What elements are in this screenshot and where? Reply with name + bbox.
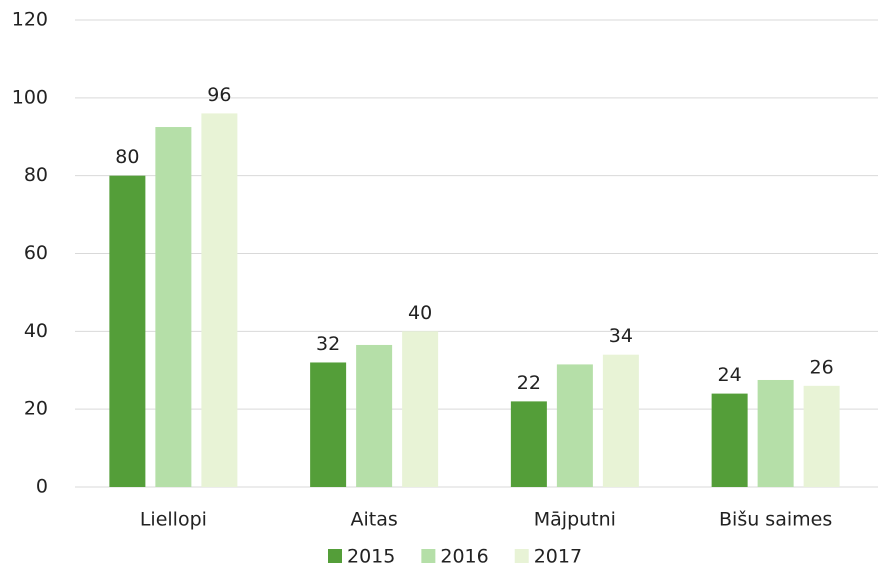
bar <box>556 364 593 487</box>
bar <box>803 385 840 487</box>
bar <box>510 401 547 487</box>
data-label: 32 <box>316 333 340 355</box>
bar <box>402 331 439 487</box>
y-tick-label: 100 <box>12 86 48 108</box>
legend-swatch <box>514 549 529 563</box>
bar <box>201 113 238 488</box>
bar <box>356 344 393 487</box>
data-label: 26 <box>810 356 834 378</box>
x-tick-label: Aitas <box>350 509 397 531</box>
data-label: 24 <box>718 364 742 386</box>
x-tick-label: Bišu saimes <box>719 509 832 531</box>
bar <box>711 393 748 487</box>
y-tick-label: 20 <box>24 398 48 420</box>
y-tick-label: 40 <box>24 320 48 342</box>
legend-label: 2016 <box>440 546 488 567</box>
bar <box>310 362 347 487</box>
data-label: 96 <box>207 84 231 106</box>
x-tick-label: Mājputni <box>534 509 616 531</box>
bar <box>109 175 146 487</box>
bar <box>155 127 192 487</box>
x-tick-label: Liellopi <box>140 509 207 531</box>
legend-swatch <box>421 549 436 563</box>
data-label: 34 <box>609 325 633 347</box>
bar <box>757 379 794 487</box>
y-tick-label: 60 <box>24 242 48 264</box>
y-tick-label: 80 <box>24 164 48 186</box>
legend-label: 2017 <box>534 546 582 567</box>
data-label: 80 <box>115 146 139 168</box>
data-label: 40 <box>408 302 432 324</box>
legend-label: 2015 <box>347 546 395 567</box>
y-tick-label: 0 <box>36 476 48 498</box>
y-tick-label: 120 <box>12 9 48 31</box>
bar <box>602 354 639 487</box>
data-label: 22 <box>517 372 541 394</box>
legend-swatch <box>328 549 342 563</box>
